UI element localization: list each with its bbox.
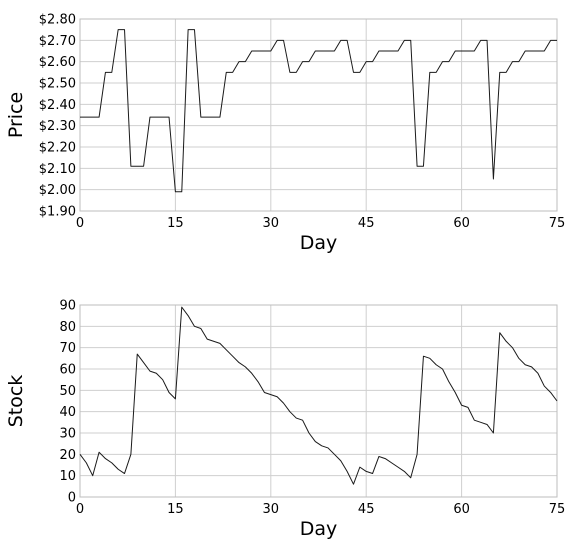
price-x-tick-label: 0 bbox=[76, 216, 84, 231]
price-y-ticks: $1.90 $2.00 $2.10 $2.20 $2.30 $2.40 $2.50 $2.60… bbox=[39, 13, 76, 220]
price-y-tick-label: $2.00 bbox=[39, 183, 76, 198]
price-y-tick-label: $2.30 bbox=[39, 119, 76, 134]
price-x-ticks: 0 15 30 45 60 75 bbox=[76, 216, 565, 231]
stock-x-ticks: 0 15 30 45 60 75 bbox=[76, 502, 565, 517]
price-y-tick-label: $2.60 bbox=[39, 55, 76, 70]
price-gridlines bbox=[79, 18, 558, 212]
stock-y-axis-label: Stock bbox=[5, 375, 27, 428]
stock-y-tick-label: 20 bbox=[59, 448, 76, 463]
stock-y-tick-label: 10 bbox=[59, 469, 76, 484]
stock-y-tick-label: 60 bbox=[59, 363, 76, 378]
stock-x-tick-label: 45 bbox=[358, 502, 375, 517]
stock-y-tick-label: 80 bbox=[59, 320, 76, 335]
price-y-tick-label: $2.40 bbox=[39, 98, 76, 113]
price-x-axis-label: Day bbox=[300, 232, 338, 254]
price-y-tick-label: $2.70 bbox=[39, 34, 76, 49]
stock-y-tick-label: 50 bbox=[59, 384, 76, 399]
price-chart: $1.90 $2.00 $2.10 $2.20 $2.30 $2.40 $2.50 $2.60… bbox=[5, 13, 565, 255]
price-x-tick-label: 30 bbox=[263, 216, 280, 231]
price-x-tick-label: 15 bbox=[167, 216, 184, 231]
price-y-tick-label: $2.80 bbox=[39, 13, 76, 28]
price-y-tick-label: $1.90 bbox=[39, 205, 76, 220]
stock-y-tick-label: 70 bbox=[59, 341, 76, 356]
price-y-tick-label: $2.20 bbox=[39, 141, 76, 156]
price-x-tick-label: 75 bbox=[549, 216, 566, 231]
stock-x-tick-label: 0 bbox=[76, 502, 84, 517]
stock-x-axis-label: Day bbox=[300, 518, 338, 539]
price-y-tick-label: $2.50 bbox=[39, 77, 76, 92]
price-x-tick-label: 60 bbox=[453, 216, 470, 231]
stock-chart: 0 10 20 30 40 50 60 70 80 90 0 15 30 45 60 75 Day Stoc… bbox=[5, 299, 565, 539]
price-plot-frame bbox=[79, 18, 558, 212]
price-y-axis-label: Price bbox=[5, 92, 27, 138]
stock-x-tick-label: 15 bbox=[167, 502, 184, 517]
stock-gridlines bbox=[79, 304, 558, 498]
stock-x-tick-label: 60 bbox=[453, 502, 470, 517]
stock-x-tick-label: 30 bbox=[263, 502, 280, 517]
stock-y-tick-label: 90 bbox=[59, 299, 76, 314]
stock-y-tick-label: 40 bbox=[59, 405, 76, 420]
price-x-tick-label: 45 bbox=[358, 216, 375, 231]
price-line bbox=[80, 29, 557, 193]
stock-plot-frame bbox=[79, 304, 558, 498]
price-y-tick-label: $2.10 bbox=[39, 162, 76, 177]
stock-y-ticks: 0 10 20 30 40 50 60 70 80 90 bbox=[59, 299, 76, 506]
stock-y-tick-label: 30 bbox=[59, 427, 76, 442]
stock-line bbox=[79, 306, 558, 485]
stock-y-tick-label: 0 bbox=[68, 491, 76, 506]
stock-x-tick-label: 75 bbox=[549, 502, 566, 517]
